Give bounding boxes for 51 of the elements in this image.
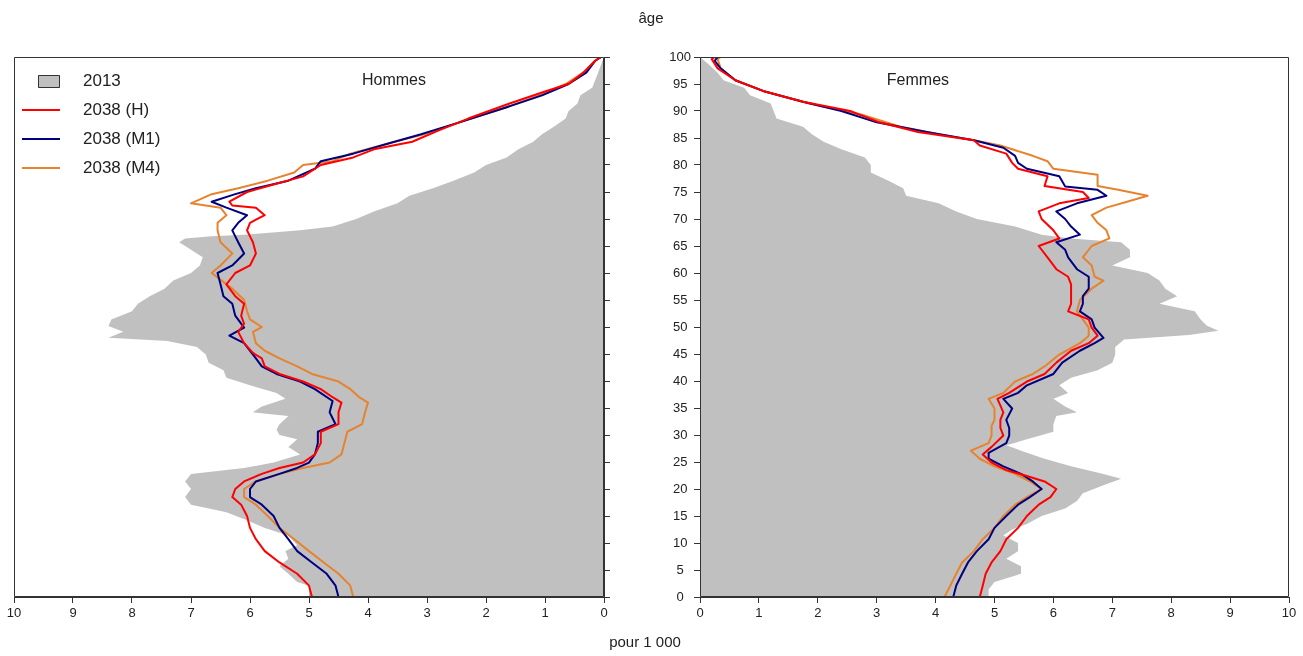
x-tick-label: 7 <box>1108 605 1116 621</box>
x-tick-label: 0 <box>696 605 704 621</box>
legend-label: 2038 (M4) <box>83 157 161 177</box>
x-tick-label: 5 <box>305 605 313 621</box>
x-tick-label: 8 <box>128 605 136 621</box>
x-tick-label: 1 <box>755 605 763 621</box>
y-tick-label: 50 <box>672 318 688 334</box>
x-tick-label: 7 <box>187 605 195 621</box>
y-tick-label: 0 <box>676 588 684 604</box>
legend-label: 2013 <box>83 70 121 90</box>
x-tick-label: 9 <box>69 605 77 621</box>
y-tick-label: 5 <box>676 561 684 577</box>
x-tick-label: 2 <box>482 605 490 621</box>
y-tick-label: 70 <box>672 210 688 226</box>
y-tick-label: 55 <box>672 291 688 307</box>
y-tick-label: 10 <box>672 534 688 550</box>
y-tick-label: 30 <box>672 426 688 442</box>
x-tick-label: 10 <box>1281 605 1297 621</box>
y-tick-label: 40 <box>672 372 688 388</box>
x-tick-label: 5 <box>990 605 999 621</box>
y-tick-label: 20 <box>672 480 688 496</box>
x-axis-title: pour 1 000 <box>609 633 681 650</box>
x-tick-label: 0 <box>600 605 608 621</box>
text: Hommes <box>361 71 426 89</box>
y-tick-label: 85 <box>672 129 688 145</box>
legend-label: 2038 (M1) <box>83 128 161 148</box>
x-tick-label: 6 <box>246 605 254 621</box>
x-tick-label: 9 <box>1226 605 1234 621</box>
y-tick-label: 35 <box>672 399 688 415</box>
x-tick-label: 10 <box>6 605 22 621</box>
x-tick-label: 4 <box>931 605 940 621</box>
y-tick-label: 45 <box>672 345 688 361</box>
y-tick-label: 80 <box>672 156 688 172</box>
y-tick-label: 65 <box>672 237 688 253</box>
x-tick-label: 8 <box>1167 605 1175 621</box>
y-tick-label: 15 <box>672 507 688 523</box>
x-tick-label: 3 <box>873 605 881 621</box>
x-tick-label: 4 <box>364 605 372 621</box>
y-tick-label: 60 <box>672 264 688 280</box>
y-tick-label: 75 <box>672 183 688 199</box>
x-tick-label: 1 <box>541 605 549 621</box>
x-tick-label: 2 <box>814 605 822 621</box>
legend-label: 2038 (H) <box>83 99 150 119</box>
y-tick-label: 90 <box>672 102 688 118</box>
y-tick-label: 25 <box>672 453 688 469</box>
y-axis-title: âge <box>638 9 664 26</box>
y-tick-label: 100 <box>669 48 692 64</box>
x-tick-label: 6 <box>1049 605 1058 621</box>
text: Femmes <box>886 71 950 89</box>
x-tick-label: 3 <box>423 605 431 621</box>
y-tick-label: 95 <box>672 75 688 91</box>
